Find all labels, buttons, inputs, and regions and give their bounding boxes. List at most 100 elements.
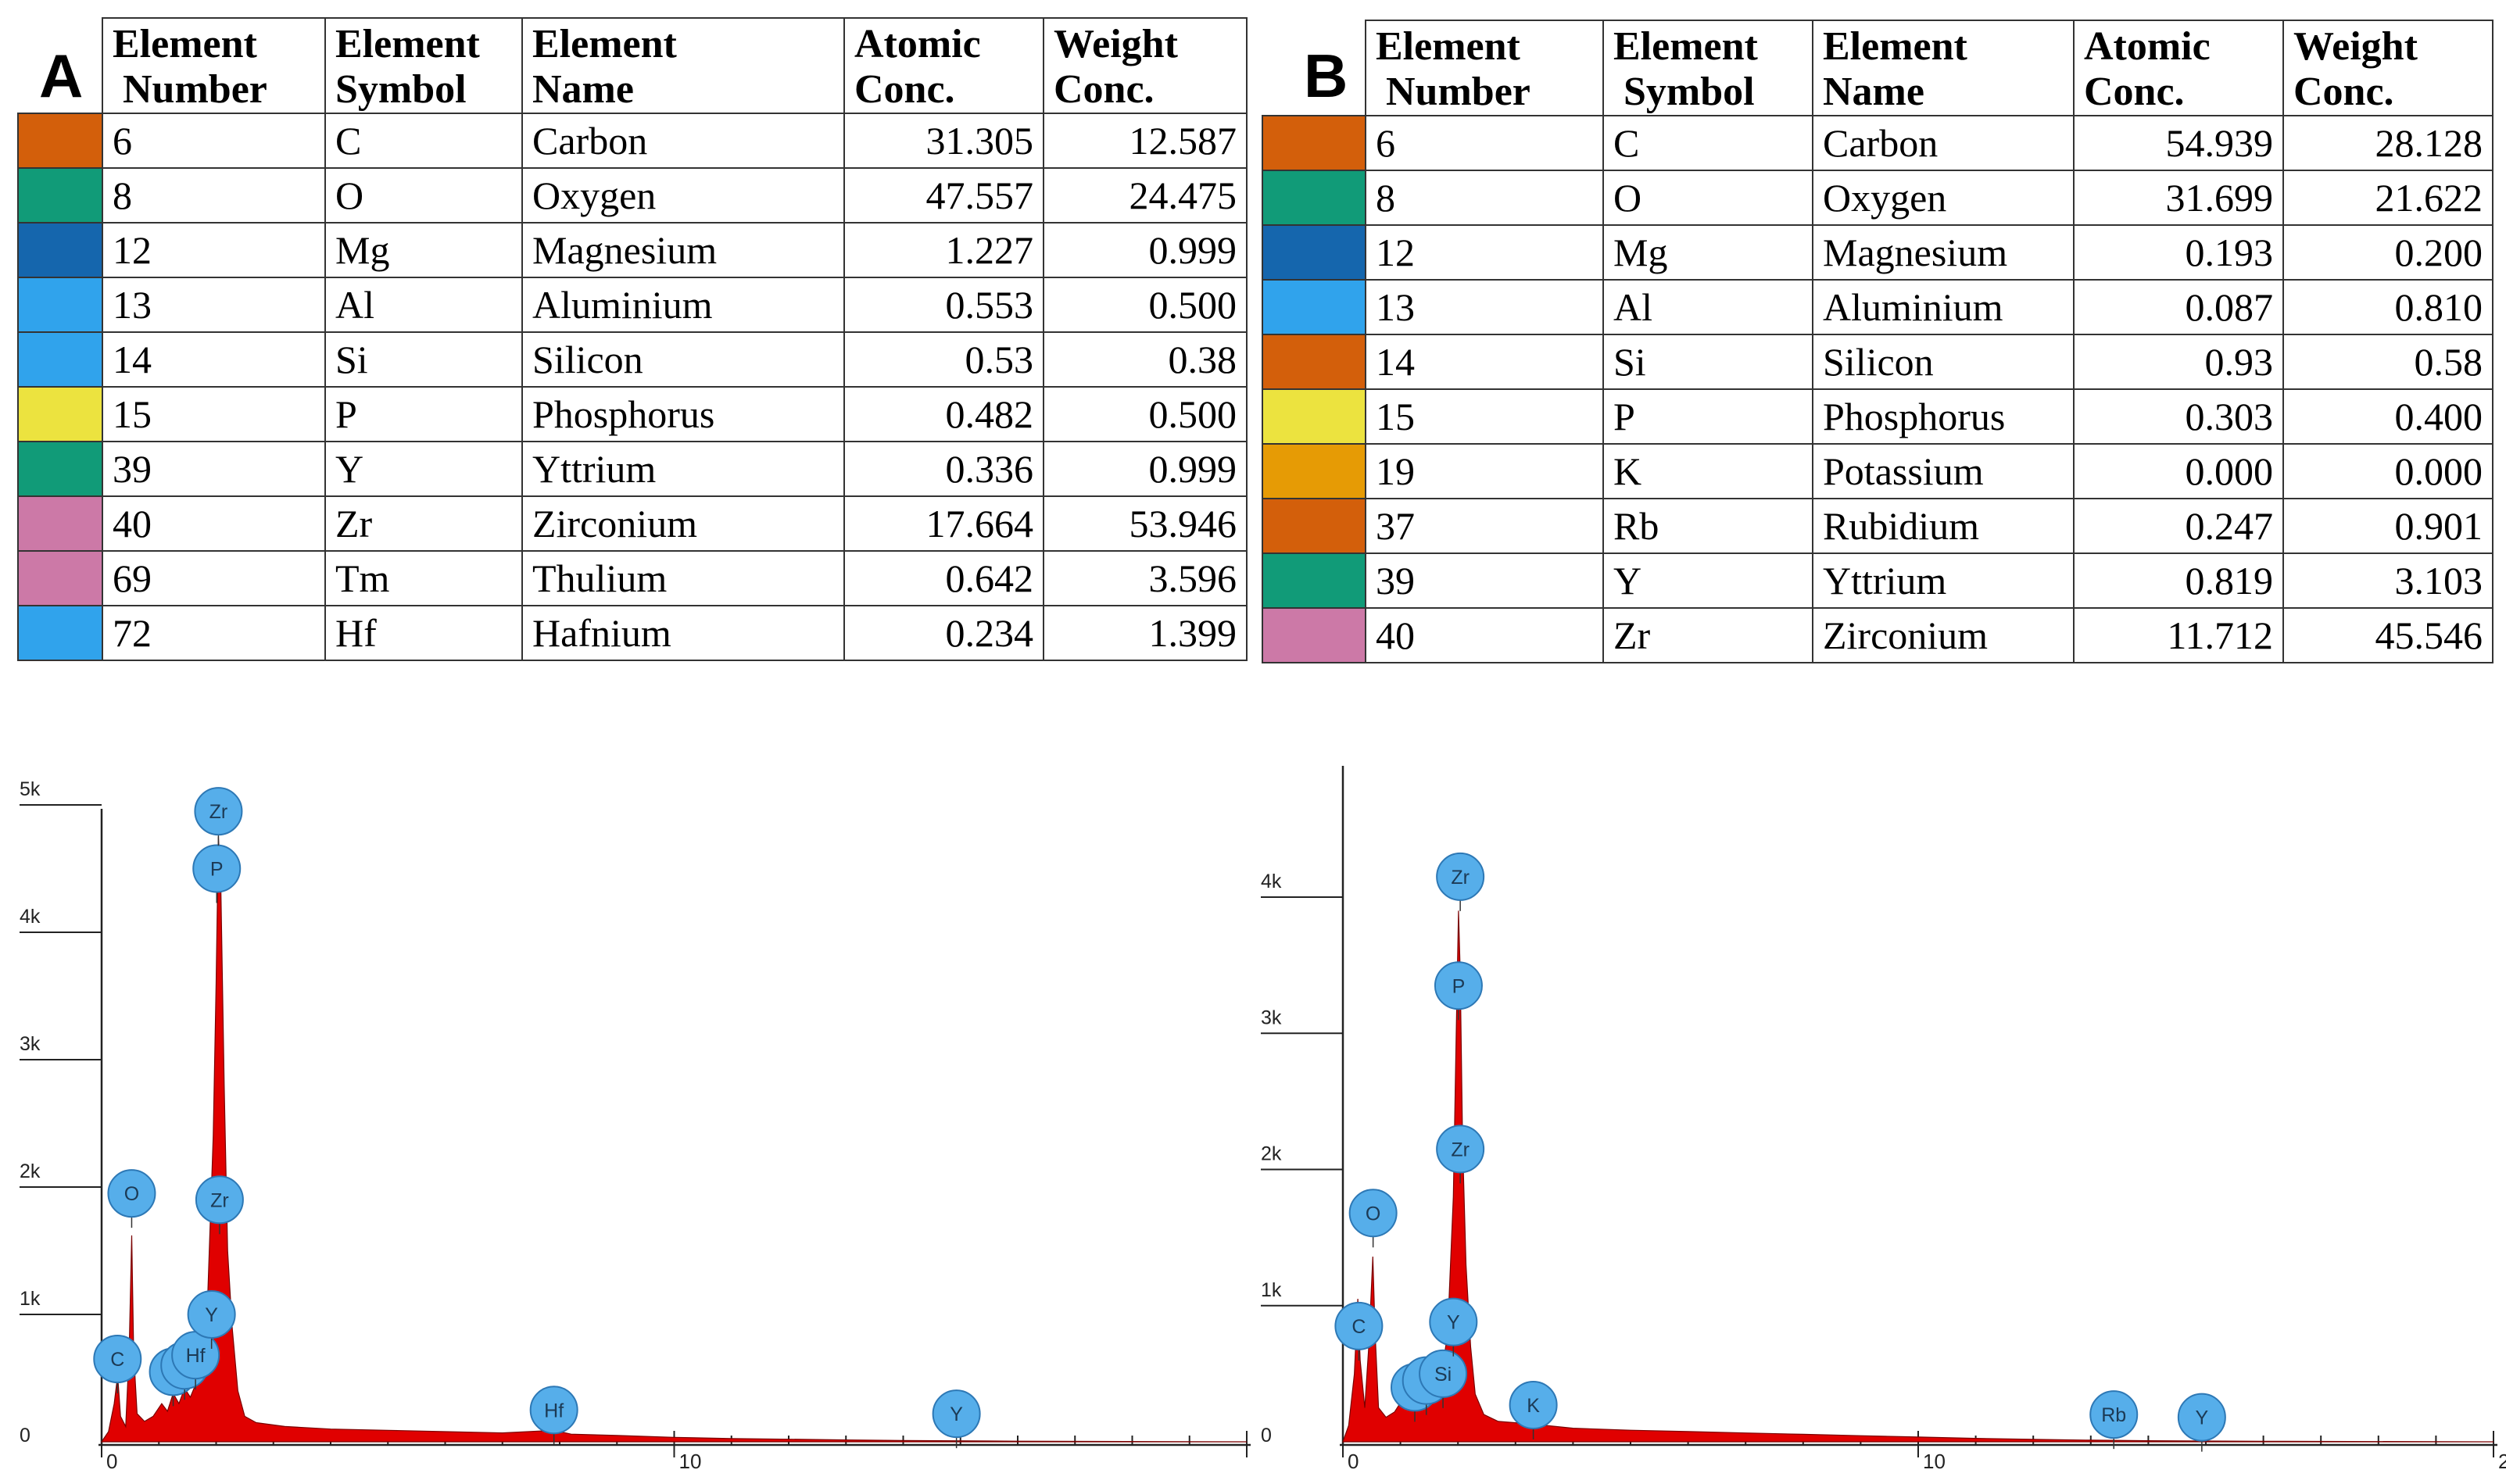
atomic-conc-cell: 1.227 (843, 222, 1044, 278)
x-tick-label: 10 (1923, 1450, 1946, 1473)
element-symbol-cell: O (1602, 170, 1813, 226)
element-name-cell: Oxygen (1812, 170, 2075, 226)
element-symbol-cell: K (1602, 443, 1813, 499)
element-marker-y (187, 1290, 236, 1339)
element-symbol-cell: Hf (324, 605, 523, 661)
element-table-a: Element Number Element Symbol Element Name… (17, 17, 1248, 661)
header-line: Conc. (1054, 67, 1155, 112)
atomic-conc-cell: 31.699 (2073, 170, 2284, 226)
element-number-cell: 37 (1365, 498, 1604, 554)
spectrum-area (100, 836, 1248, 1443)
element-number-cell: 39 (102, 441, 326, 497)
weight-conc-cell: 0.58 (2282, 334, 2493, 390)
header-line: Name (532, 67, 634, 112)
element-color-swatch (1262, 170, 1366, 226)
element-number-cell: 19 (1365, 443, 1604, 499)
weight-conc-cell: 0.500 (1043, 277, 1248, 333)
table-row: 19 K Potassium 0.000 0.000 (1262, 443, 2493, 499)
table-row: 40 Zr Zirconium 11.712 45.546 (1262, 607, 2493, 663)
header-line: Element (1613, 24, 1758, 69)
element-symbol-cell: Y (1602, 552, 1813, 609)
table-row: 13 Al Aluminium 0.087 0.810 (1262, 279, 2493, 335)
element-symbol-cell: Si (1602, 334, 1813, 390)
weight-conc-cell: 12.587 (1043, 113, 1248, 169)
atomic-conc-cell: 47.557 (843, 167, 1044, 223)
weight-conc-cell: 21.622 (2282, 170, 2493, 226)
header-corner (18, 18, 103, 114)
weight-conc-cell: 3.596 (1043, 550, 1248, 606)
table-row: 72 Hf Hafnium 0.234 1.399 (17, 605, 1248, 661)
marker-label: O (1366, 1203, 1380, 1225)
element-color-swatch (1262, 224, 1366, 281)
header-element-number: Element Number (102, 17, 326, 114)
element-symbol-cell: Y (324, 441, 523, 497)
marker-label: Y (950, 1404, 963, 1425)
element-marker-zr (1436, 1125, 1485, 1174)
weight-conc-cell: 0.901 (2282, 498, 2493, 554)
element-symbol-cell: Mg (1602, 224, 1813, 281)
x-tick-label: 10 (679, 1450, 702, 1473)
weight-conc-cell: 0.999 (1043, 222, 1248, 278)
y-tick-label: 3k (1261, 1007, 1282, 1028)
element-marker-rb (2089, 1390, 2139, 1439)
header-weight-conc: Weight Conc. (2282, 20, 2493, 116)
element-marker-hf (529, 1386, 578, 1435)
element-symbol-cell: C (324, 113, 523, 169)
element-name-cell: Thulium (521, 550, 845, 606)
element-name-cell: Magnesium (1812, 224, 2075, 281)
header-element-symbol: Element Symbol (1602, 20, 1813, 116)
element-name-cell: Yttrium (1812, 552, 2075, 609)
element-name-cell: Yttrium (521, 441, 845, 497)
table-row: 39 Y Yttrium 0.819 3.103 (1262, 552, 2493, 609)
element-marker-c (1334, 1301, 1384, 1350)
header-line: Symbol (1624, 70, 1755, 114)
table-row: 37 Rb Rubidium 0.247 0.901 (1262, 498, 2493, 554)
element-symbol-cell: Tm (324, 550, 523, 606)
atomic-conc-cell: 0.087 (2073, 279, 2284, 335)
element-symbol-cell: Si (324, 331, 523, 388)
y-tick-label: 4k (1261, 871, 1282, 892)
element-symbol-cell: P (1602, 388, 1813, 445)
marker-label: Y (205, 1304, 218, 1326)
marker-label: Zr (210, 1189, 229, 1211)
element-symbol-cell: Al (1602, 279, 1813, 335)
header-line: Conc. (854, 67, 955, 112)
marker-label: Rb (2101, 1404, 2126, 1426)
weight-conc-cell: 0.810 (2282, 279, 2493, 335)
element-color-swatch (1262, 334, 1366, 390)
element-name-cell: Carbon (1812, 115, 2075, 171)
element-name-cell: Aluminium (521, 277, 845, 333)
table-row: 69 Tm Thulium 0.642 3.596 (17, 550, 1248, 606)
marker-label: C (1351, 1316, 1366, 1338)
header-element-name: Element Name (1812, 20, 2075, 116)
header-line: Number (1386, 70, 1530, 114)
element-color-swatch (17, 222, 103, 278)
weight-conc-cell: 0.400 (2282, 388, 2493, 445)
atomic-conc-cell: 0.303 (2073, 388, 2284, 445)
table-row: 15 P Phosphorus 0.303 0.400 (1262, 388, 2493, 445)
element-marker-p (192, 844, 242, 893)
y-tick-label: 1k (20, 1288, 41, 1310)
element-marker-o (1348, 1189, 1398, 1238)
atomic-conc-cell: 0.642 (843, 550, 1044, 606)
element-table-b: Element Number Element Symbol Element Nam… (1262, 20, 2493, 663)
y-tick-label: 3k (20, 1033, 41, 1055)
element-number-cell: 14 (102, 331, 326, 388)
element-color-swatch (17, 550, 103, 606)
element-name-cell: Carbon (521, 113, 845, 169)
header-line: Element (1376, 24, 1520, 69)
element-marker-zr (1436, 852, 1485, 901)
marker-label: C (110, 1349, 124, 1371)
header-line: Conc. (2084, 70, 2185, 114)
table-row: 14 Si Silicon 0.53 0.38 (17, 331, 1248, 388)
atomic-conc-cell: 0.482 (843, 386, 1044, 442)
element-number-cell: 8 (102, 167, 326, 223)
marker-label: P (210, 859, 224, 881)
element-number-cell: 15 (102, 386, 326, 442)
element-color-swatch (1262, 607, 1366, 663)
element-color-swatch (17, 386, 103, 442)
element-symbol-cell: P (324, 386, 523, 442)
y-tick-label: 4k (20, 906, 41, 928)
table-row: 12 Mg Magnesium 0.193 0.200 (1262, 224, 2493, 281)
element-number-cell: 6 (1365, 115, 1604, 171)
